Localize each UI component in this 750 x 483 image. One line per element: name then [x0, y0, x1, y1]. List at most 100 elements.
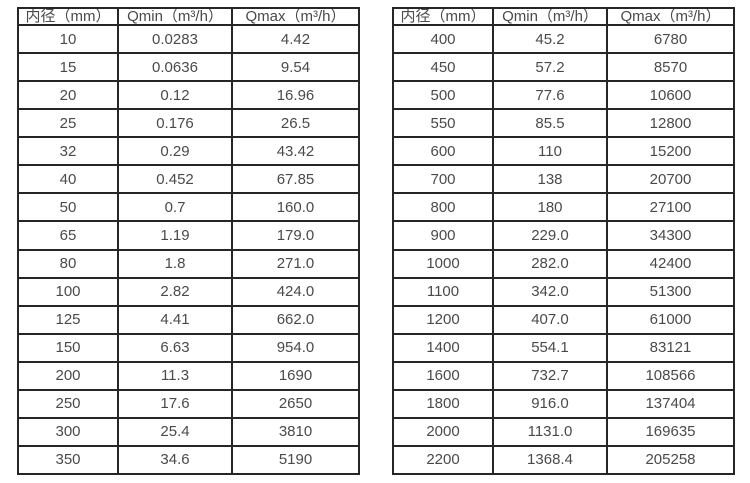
data-cell: 0.452 [117, 164, 233, 195]
data-cell: 1200 [392, 304, 494, 335]
data-cell: 0.0636 [117, 52, 233, 83]
data-cell: 65 [17, 220, 119, 251]
data-cell: 85.5 [492, 108, 608, 139]
data-cell: 800 [392, 192, 494, 223]
flow-spec-table-small-diameters: 内径（mm） Qmin（m³/h） Qmax（m³/h） 10 0.0283 4.42 1… [17, 7, 360, 476]
data-cell: 4.41 [117, 304, 233, 335]
data-cell: 51300 [606, 276, 735, 307]
data-cell: 25 [17, 108, 119, 139]
data-cell: 900 [392, 220, 494, 251]
data-cell: 15200 [606, 136, 735, 167]
data-cell: 180 [492, 192, 608, 223]
header-cell: 内径（mm） [392, 7, 494, 26]
data-cell: 80 [17, 248, 119, 279]
data-cell: 0.12 [117, 80, 233, 111]
table-row: 450 57.2 8570 [392, 52, 735, 83]
data-cell: 282.0 [492, 248, 608, 279]
table-row: 125 4.41 662.0 [17, 304, 360, 335]
data-cell: 108566 [606, 360, 735, 391]
table-row: 32 0.29 43.42 [17, 136, 360, 167]
table-row: 550 85.5 12800 [392, 108, 735, 139]
data-cell: 4.42 [231, 23, 360, 55]
data-cell: 40 [17, 164, 119, 195]
data-cell: 17.6 [117, 388, 233, 419]
table-row: 1200 407.0 61000 [392, 304, 735, 335]
data-cell: 27100 [606, 192, 735, 223]
header-row: 内径（mm） Qmin（m³/h） Qmax（m³/h） [17, 7, 360, 26]
data-cell: 10600 [606, 80, 735, 111]
data-cell: 67.85 [231, 164, 360, 195]
header-row: 内径（mm） Qmin（m³/h） Qmax（m³/h） [392, 7, 735, 26]
table-row: 50 0.7 160.0 [17, 192, 360, 223]
table-row: 900 229.0 34300 [392, 220, 735, 251]
table-row: 40 0.452 67.85 [17, 164, 360, 195]
data-cell: 1400 [392, 332, 494, 363]
table-row: 150 6.63 954.0 [17, 332, 360, 363]
data-cell: 1.19 [117, 220, 233, 251]
table-row: 80 1.8 271.0 [17, 248, 360, 279]
data-cell: 229.0 [492, 220, 608, 251]
table-row: 350 34.6 5190 [17, 444, 360, 476]
table-row: 20 0.12 16.96 [17, 80, 360, 111]
data-cell: 732.7 [492, 360, 608, 391]
data-cell: 450 [392, 52, 494, 83]
data-cell: 1100 [392, 276, 494, 307]
data-cell: 32 [17, 136, 119, 167]
data-cell: 42400 [606, 248, 735, 279]
table-row: 25 0.176 26.5 [17, 108, 360, 139]
table-row: 200 11.3 1690 [17, 360, 360, 391]
data-cell: 34300 [606, 220, 735, 251]
table-row: 300 25.4 3810 [17, 416, 360, 447]
data-cell: 0.7 [117, 192, 233, 223]
table-row: 10 0.0283 4.42 [17, 23, 360, 55]
table-row: 65 1.19 179.0 [17, 220, 360, 251]
data-cell: 25.4 [117, 416, 233, 447]
table-row: 250 17.6 2650 [17, 388, 360, 419]
data-cell: 250 [17, 388, 119, 419]
table-row: 500 77.6 10600 [392, 80, 735, 111]
data-cell: 34.6 [117, 444, 233, 476]
flow-spec-table-large-diameters: 内径（mm） Qmin（m³/h） Qmax（m³/h） 400 45.2 6780 45… [392, 7, 735, 476]
data-cell: 61000 [606, 304, 735, 335]
data-cell: 160.0 [231, 192, 360, 223]
data-cell: 12800 [606, 108, 735, 139]
table-row: 100 2.82 424.0 [17, 276, 360, 307]
table-row: 1000 282.0 42400 [392, 248, 735, 279]
data-cell: 205258 [606, 444, 735, 476]
table-row: 800 180 27100 [392, 192, 735, 223]
data-cell: 83121 [606, 332, 735, 363]
table-row: 700 138 20700 [392, 164, 735, 195]
table-row: 1100 342.0 51300 [392, 276, 735, 307]
table-row: 1600 732.7 108566 [392, 360, 735, 391]
data-cell: 0.29 [117, 136, 233, 167]
data-cell: 1600 [392, 360, 494, 391]
header-cell: Qmax（m³/h） [606, 7, 735, 26]
table-row: 600 110 15200 [392, 136, 735, 167]
data-cell: 3810 [231, 416, 360, 447]
data-cell: 342.0 [492, 276, 608, 307]
table-row: 1400 554.1 83121 [392, 332, 735, 363]
data-cell: 1690 [231, 360, 360, 391]
data-cell: 554.1 [492, 332, 608, 363]
data-cell: 5190 [231, 444, 360, 476]
data-cell: 300 [17, 416, 119, 447]
data-cell: 954.0 [231, 332, 360, 363]
data-cell: 138 [492, 164, 608, 195]
data-cell: 50 [17, 192, 119, 223]
data-cell: 916.0 [492, 388, 608, 419]
data-cell: 400 [392, 23, 494, 55]
data-cell: 662.0 [231, 304, 360, 335]
data-cell: 6.63 [117, 332, 233, 363]
data-cell: 100 [17, 276, 119, 307]
data-cell: 500 [392, 80, 494, 111]
data-cell: 550 [392, 108, 494, 139]
data-cell: 1368.4 [492, 444, 608, 476]
table-row: 2200 1368.4 205258 [392, 444, 735, 476]
header-cell: 内径（mm） [17, 7, 119, 26]
header-cell: Qmax（m³/h） [231, 7, 360, 26]
data-cell: 15 [17, 52, 119, 83]
data-cell: 700 [392, 164, 494, 195]
data-cell: 1000 [392, 248, 494, 279]
data-cell: 1131.0 [492, 416, 608, 447]
